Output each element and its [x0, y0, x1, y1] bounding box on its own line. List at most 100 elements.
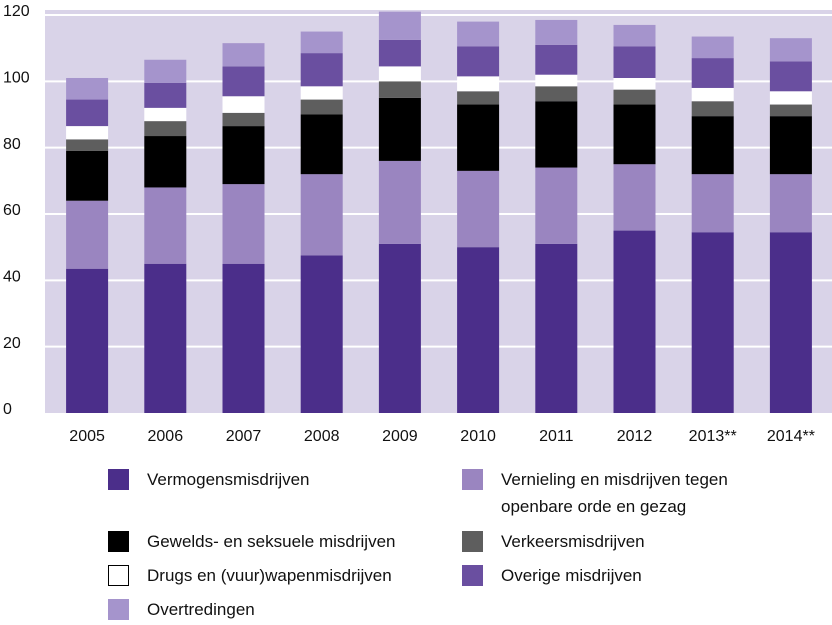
x-tick-label: 2013**: [689, 428, 737, 445]
bar-segment: [144, 82, 187, 108]
y-tick-label: 120: [3, 3, 30, 20]
legend-item: Overige misdrijven: [462, 562, 782, 589]
x-tick-label: 2012: [617, 428, 653, 445]
bar-segment: [66, 139, 109, 151]
bar-segment: [691, 58, 734, 88]
bar-segment: [66, 150, 109, 201]
x-tick-label: 2007: [226, 428, 262, 445]
bar-segment: [769, 38, 812, 62]
bar-segment: [691, 101, 734, 117]
bar-segment: [613, 104, 656, 165]
y-tick-label: 0: [3, 401, 12, 418]
chart: 0 20 40 60 80 100 120 2005 2006 2007 2008 2009 2010 2…: [3, 3, 832, 445]
bar-segment: [691, 116, 734, 175]
bar-segment: [691, 36, 734, 59]
bar-segment: [144, 136, 187, 188]
bar-segment: [378, 243, 421, 413]
bar-segment: [691, 87, 734, 102]
bar-segment: [378, 66, 421, 82]
bar-segment: [222, 112, 265, 127]
bar-segment: [144, 107, 187, 122]
bar-segment: [300, 53, 343, 87]
bar-segment: [222, 184, 265, 264]
bar-segment: [378, 97, 421, 161]
bar-segment: [222, 263, 265, 413]
x-tick-label: 2010: [460, 428, 496, 445]
bar-segment: [66, 77, 109, 100]
bar-segment: [457, 76, 500, 92]
y-tick-label: 60: [3, 202, 21, 219]
bar-segment: [144, 59, 187, 83]
bar-segment: [457, 104, 500, 171]
legend-item: Verkeersmisdrijven: [462, 528, 782, 555]
bar-segment: [769, 116, 812, 175]
bar-segment: [535, 243, 578, 413]
bar-segment: [457, 247, 500, 413]
legend-item: Drugs en (vuur)wapenmisdrijven: [108, 562, 438, 589]
x-tick-label: 2005: [69, 428, 105, 445]
bar-segment: [691, 232, 734, 413]
bar-segment: [222, 96, 265, 113]
bar-segment: [535, 86, 578, 102]
bar-segment: [222, 66, 265, 97]
bar-segment: [144, 263, 187, 413]
y-tick-label: 40: [3, 269, 21, 286]
bar-segment: [300, 255, 343, 413]
bar-segment: [457, 46, 500, 77]
bar-segment: [613, 164, 656, 231]
legend-label: Drugs en (vuur)wapenmisdrijven: [147, 566, 392, 585]
x-tick-label: 2014**: [767, 428, 815, 445]
bar-segment: [769, 61, 812, 92]
bar-segment: [535, 74, 578, 87]
bar-segment: [613, 230, 656, 413]
bar-segment: [535, 19, 578, 45]
y-tick-label: 80: [3, 136, 21, 153]
bar-segment: [300, 86, 343, 100]
x-tick-label: 2011: [539, 428, 574, 445]
bar-segment: [300, 174, 343, 256]
bar-segment: [613, 46, 656, 78]
legend-label: Vermogensmisdrijven: [147, 470, 310, 489]
bar-segment: [535, 44, 578, 75]
bar-segment: [378, 160, 421, 244]
bar-segment: [769, 104, 812, 117]
bar-segment: [378, 11, 421, 40]
bar-segment: [535, 101, 578, 168]
x-tick-label: 2006: [148, 428, 184, 445]
legend-swatch: [108, 565, 129, 586]
y-tick-label: 100: [3, 70, 30, 87]
bar-segment: [300, 31, 343, 54]
bar-segment: [613, 89, 656, 105]
y-tick-label: 20: [3, 335, 21, 352]
legend-item: Vermogensmisdrijven: [108, 466, 438, 493]
legend-label: Overtredingen: [147, 600, 255, 619]
bar-segment: [66, 268, 109, 413]
bar-segment: [66, 200, 109, 269]
legend-swatch: [462, 469, 483, 490]
legend-swatch: [462, 565, 483, 586]
legend-label: Vernieling en misdrijven tegen openbare …: [501, 470, 728, 516]
bar-segment: [769, 232, 812, 413]
legend-swatch: [108, 469, 129, 490]
legend-item: Vernieling en misdrijven tegen openbare …: [462, 466, 782, 520]
bar-segment: [144, 121, 187, 137]
x-tick-label: 2009: [382, 428, 418, 445]
bar-segment: [300, 114, 343, 175]
bar-segment: [144, 187, 187, 264]
bar-segment: [457, 170, 500, 248]
bar-segment: [222, 126, 265, 185]
bar-segment: [613, 24, 656, 47]
legend-label: Overige misdrijven: [501, 566, 642, 585]
x-tick-label: 2008: [304, 428, 340, 445]
legend-item: Overtredingen: [108, 596, 438, 623]
bar-segment: [691, 174, 734, 233]
bar-segment: [769, 174, 812, 233]
bar-segment: [769, 91, 812, 105]
bar-segment: [222, 43, 265, 67]
bar-segment: [613, 77, 656, 90]
bar-segment: [66, 126, 109, 140]
bar-segment: [300, 99, 343, 115]
legend-label: Verkeersmisdrijven: [501, 532, 645, 551]
legend-label: Gewelds- en seksuele misdrijven: [147, 532, 396, 551]
